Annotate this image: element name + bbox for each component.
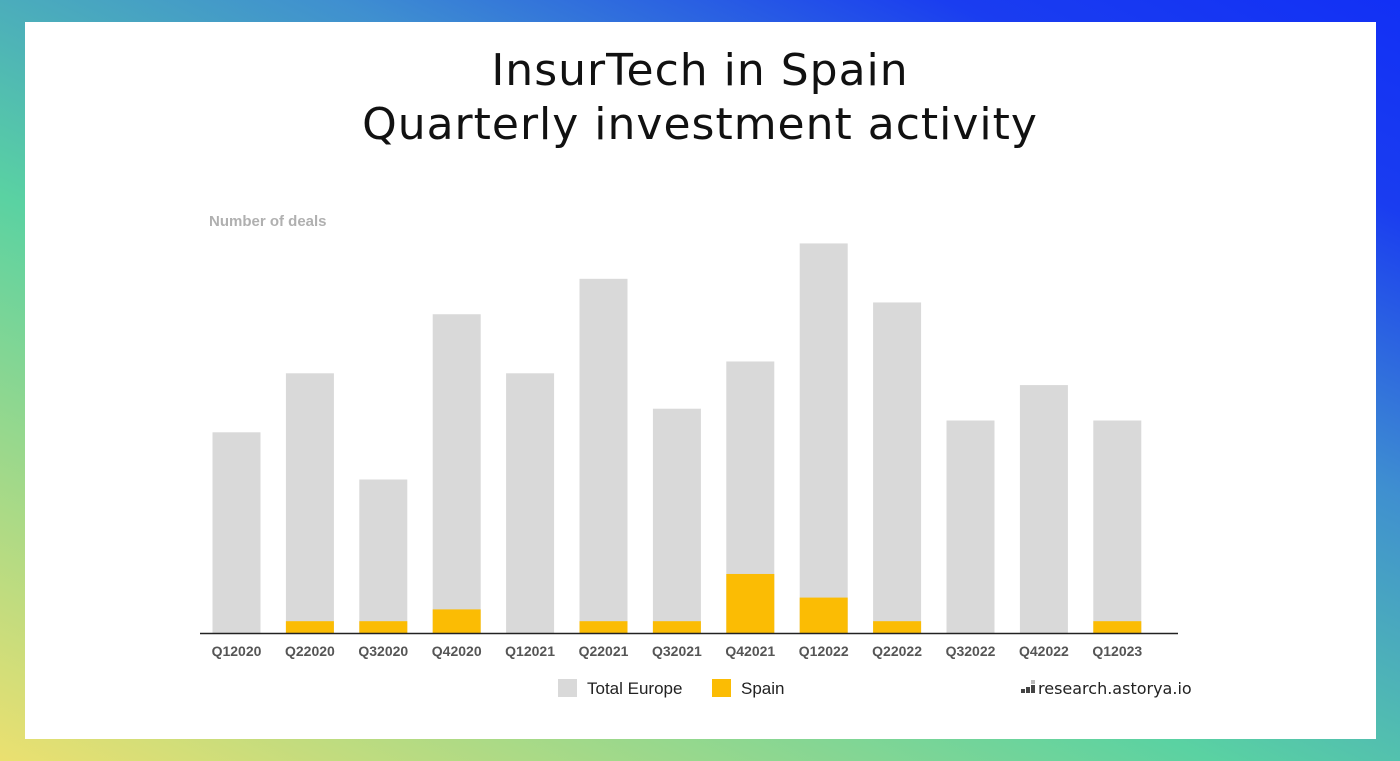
- bars-logo-icon: [1021, 680, 1035, 693]
- bar-total-europe-q32020: [359, 479, 408, 633]
- legend: Total Europe Spain: [558, 679, 784, 698]
- bar-total-europe-q12022: [799, 243, 848, 633]
- legend-swatch-total-europe: [558, 679, 577, 697]
- bar-spain-q32020: [359, 621, 408, 633]
- bar-total-europe-q32022: [946, 420, 995, 633]
- bar-total-europe-q22022: [873, 302, 922, 633]
- bar-total-europe-q22020: [285, 373, 334, 633]
- x-tick-label: Q32020: [358, 643, 408, 659]
- x-tick-label: Q12022: [799, 643, 849, 659]
- bar-spain-q22020: [285, 621, 334, 633]
- bar-total-europe-q12023: [1093, 420, 1142, 633]
- bar-spain-q42021: [726, 573, 775, 633]
- title-line-2: Quarterly investment activity: [362, 99, 1038, 150]
- y-axis-label: Number of deals: [209, 213, 327, 230]
- title-line-1: InsurTech in Spain: [491, 45, 909, 96]
- x-tick-label: Q32021: [652, 643, 702, 659]
- bar-spain-q12022: [799, 597, 848, 633]
- x-tick-label: Q12021: [505, 643, 555, 659]
- bar-total-europe-q42022: [1019, 385, 1068, 633]
- watermark-text: research.astorya.io: [1038, 679, 1192, 698]
- bar-total-europe-q12021: [506, 373, 555, 633]
- x-tick-label: Q32022: [946, 643, 996, 659]
- x-tick-label: Q22021: [579, 643, 629, 659]
- x-tick-label: Q12023: [1092, 643, 1142, 659]
- legend-swatch-spain: [712, 679, 731, 697]
- bar-total-europe-q12020: [212, 432, 261, 633]
- x-tick-label: Q22022: [872, 643, 922, 659]
- bar-spain-q22022: [873, 621, 922, 633]
- bar-total-europe-q42020: [432, 314, 481, 633]
- x-tick-label: Q22020: [285, 643, 335, 659]
- x-tick-label: Q42020: [432, 643, 482, 659]
- legend-label-total-europe: Total Europe: [587, 679, 682, 698]
- watermark-logo: research.astorya.io: [1021, 679, 1192, 698]
- x-tick-label: Q12020: [212, 643, 262, 659]
- bar-total-europe-q32021: [652, 408, 701, 633]
- x-tick-label: Q42021: [725, 643, 775, 659]
- bar-spain-q12023: [1093, 621, 1142, 633]
- legend-label-spain: Spain: [741, 679, 784, 698]
- bar-spain-q22021: [579, 621, 628, 633]
- bar-spain-q42020: [432, 609, 481, 633]
- x-tick-label: Q42022: [1019, 643, 1069, 659]
- chart-title: InsurTech in Spain Quarterly investment …: [0, 44, 1400, 152]
- bar-spain-q32021: [652, 621, 701, 633]
- bar-total-europe-q22021: [579, 278, 628, 633]
